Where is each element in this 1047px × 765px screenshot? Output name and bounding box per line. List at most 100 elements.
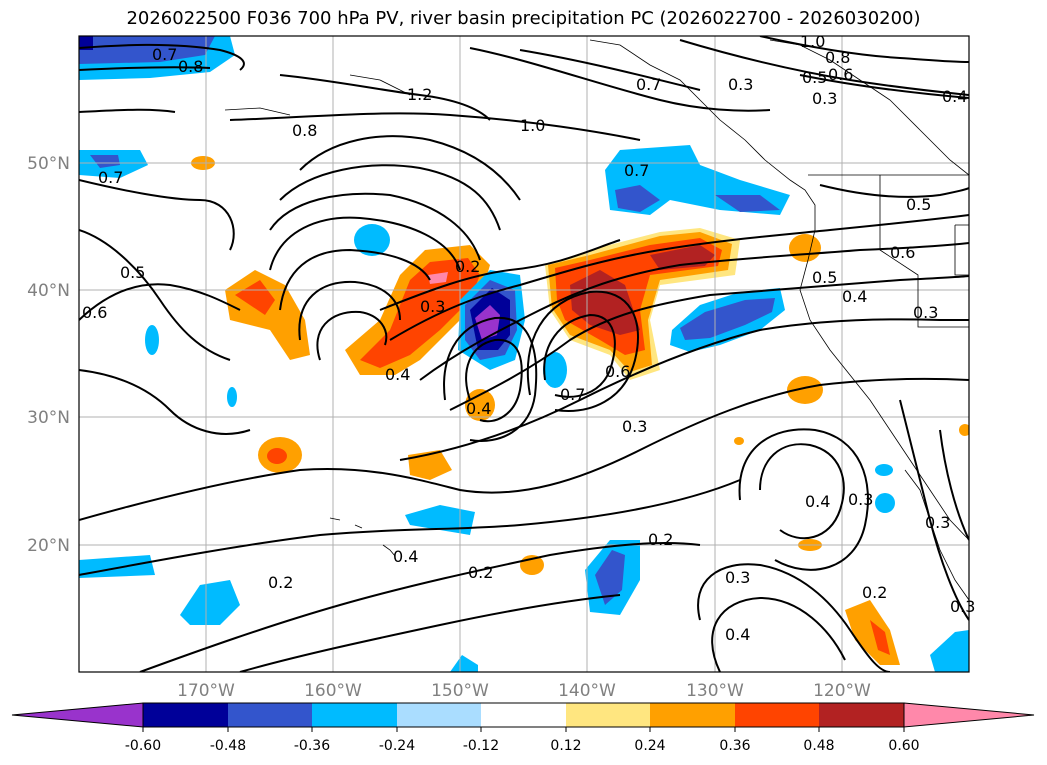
colorbar-segment <box>143 703 228 727</box>
contour-label: 0.8 <box>825 48 850 67</box>
shade-red-central <box>360 258 480 368</box>
colorbar-segment <box>397 703 481 727</box>
colorbar-segment <box>819 703 904 727</box>
shade-darkblue-topright2 <box>715 195 780 212</box>
colorbar-tick-label: 0.36 <box>719 738 750 754</box>
colorbar-segment <box>650 703 735 727</box>
contour-label: 0.4 <box>942 87 967 106</box>
contour-label: 0.4 <box>725 625 750 644</box>
shade-blue-lowerleft <box>180 580 240 625</box>
shade-blue-bottom150 <box>450 655 478 672</box>
colorbar-tick-label: -0.36 <box>294 738 330 754</box>
shade-darkblue-37n <box>680 298 775 340</box>
contour-label: 0.5 <box>802 68 827 87</box>
colorbar-segment <box>566 703 650 727</box>
contour-label: 0.4 <box>393 547 418 566</box>
colorbar-segment <box>735 703 819 727</box>
contour-label: 0.6 <box>82 303 107 322</box>
shade-red-left38 <box>235 280 275 315</box>
colorbar-extend-high <box>903 702 1035 728</box>
contour-label: 0.5 <box>812 268 837 287</box>
contour-label: 0.3 <box>622 417 647 436</box>
pv-contours <box>79 36 969 672</box>
contour-label: 0.7 <box>98 168 123 187</box>
contour-label: 0.7 <box>560 385 585 404</box>
contour-label: 0.2 <box>455 257 480 276</box>
colorbar-tick-label: -0.60 <box>125 738 161 754</box>
shade-darkblue-topright <box>615 185 660 212</box>
contour-label: 0.6 <box>828 65 853 84</box>
contour-label: 0.7 <box>152 45 177 64</box>
shading-layer <box>79 36 969 672</box>
colorbar-tick-label: 0.60 <box>888 738 919 754</box>
contour-label: 1.0 <box>800 32 825 51</box>
contour-label: 0.2 <box>648 530 673 549</box>
lat-label-30n: 30°N <box>27 408 70 428</box>
lat-label-40n: 40°N <box>27 281 70 301</box>
shade-orange-small4 <box>734 437 744 445</box>
colorbar-segment <box>481 703 566 727</box>
shade-orange-small3 <box>959 424 969 436</box>
lon-label-140w: 140°W <box>558 681 616 701</box>
contour-label: 0.3 <box>950 597 975 616</box>
contour-label: 0.6 <box>605 362 630 381</box>
contour-label: 0.8 <box>292 121 317 140</box>
lon-label-130w: 130°W <box>686 681 744 701</box>
shade-red-bottomright <box>870 620 890 655</box>
contour-label: 0.7 <box>624 161 649 180</box>
contour-labels: 0.7 0.8 1.2 0.8 1.0 1.0 0.8 0.5 0.6 0.3 … <box>82 32 975 644</box>
colorbar-tick-label: 0.12 <box>550 738 581 754</box>
colorbar-tick-label: 0.24 <box>634 738 665 754</box>
contour-label: 0.5 <box>906 195 931 214</box>
colorbar-extend-low <box>11 702 144 728</box>
lon-label-160w: 160°W <box>304 681 362 701</box>
shade-orange-41n <box>789 234 821 262</box>
shade-blue-small1 <box>145 325 159 355</box>
contour-label: 0.8 <box>178 57 203 76</box>
colorbar-segment <box>228 703 312 727</box>
contour-label: 0.3 <box>812 89 837 108</box>
contour-label: 0.3 <box>728 75 753 94</box>
colorbar-ticks <box>142 727 905 732</box>
contour-label: 0.7 <box>636 75 661 94</box>
contour-label: 0.2 <box>268 573 293 592</box>
shade-pink-central <box>428 272 448 284</box>
longitude-labels: 170°W 160°W 150°W 140°W 130°W 120°W <box>177 681 871 701</box>
contour-label: 0.4 <box>385 365 410 384</box>
contour-label: 0.5 <box>120 263 145 282</box>
colorbar-segment <box>312 703 397 727</box>
colorbar-tick-label: 0.48 <box>803 738 834 754</box>
contour-label: 0.4 <box>842 287 867 306</box>
shade-darkblue-topleft <box>79 36 215 64</box>
contour-label: 1.0 <box>520 116 545 135</box>
lon-label-150w: 150°W <box>431 681 489 701</box>
colorbar-frame <box>142 702 905 728</box>
shade-blue-small3 <box>875 464 893 476</box>
colorbar-tick-label: -0.12 <box>463 738 499 754</box>
shade-blue-small4 <box>875 493 895 513</box>
contour-label: 0.3 <box>420 297 445 316</box>
contour-label: 0.3 <box>725 568 750 587</box>
shade-orange-31n <box>465 389 495 421</box>
graticule <box>79 36 969 672</box>
lon-label-170w: 170°W <box>177 681 235 701</box>
contour-label: 0.3 <box>913 303 938 322</box>
colorbar-tick-label: -0.48 <box>210 738 246 754</box>
map-frame <box>78 35 970 673</box>
contour-label: 0.6 <box>890 243 915 262</box>
colorbar: -0.60 -0.48 -0.36 -0.24 -0.12 0.12 0.24 … <box>11 702 1035 754</box>
contour-label: 0.3 <box>848 490 873 509</box>
lat-label-20n: 20°N <box>27 536 70 556</box>
shade-orange-32n <box>787 376 823 404</box>
contour-label: 0.3 <box>925 513 950 532</box>
lon-label-120w: 120°W <box>813 681 871 701</box>
map-title: 2026022500 F036 700 hPa PV, river basin … <box>126 8 921 29</box>
shade-darkblue-left50 <box>90 155 120 168</box>
contour-label: 1.2 <box>407 85 432 104</box>
colorbar-tick-label: -0.24 <box>379 738 415 754</box>
shade-red-27n <box>267 448 287 464</box>
shade-blue-42n <box>354 224 390 256</box>
shade-darkblue-17n <box>595 550 625 605</box>
shade-purple-central <box>475 305 500 340</box>
